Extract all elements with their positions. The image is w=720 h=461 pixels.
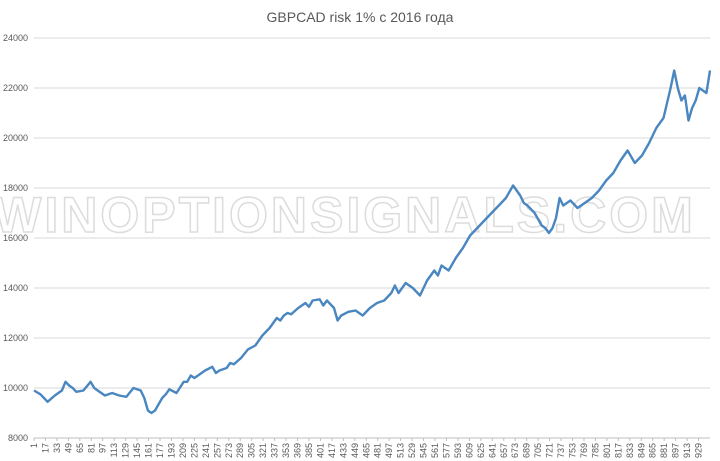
y-tick-label: 16000 — [3, 233, 28, 243]
x-tick-label: 641 — [487, 443, 497, 458]
x-tick-label: 17 — [40, 443, 50, 453]
x-tick-label: 209 — [178, 443, 188, 458]
chart-title: GBPCAD risk 1% с 2016 года — [267, 9, 454, 25]
series-line — [33, 69, 712, 415]
x-tick-label: 193 — [166, 443, 176, 458]
x-tick-label: 833 — [625, 443, 635, 458]
x-tick-label: 561 — [430, 443, 440, 458]
x-tick-label: 785 — [590, 443, 600, 458]
x-tick-label: 225 — [189, 443, 199, 458]
x-tick-label: 433 — [338, 443, 348, 458]
x-tick-label: 401 — [315, 443, 325, 458]
x-tick-label: 881 — [659, 443, 669, 458]
x-tick-label: 113 — [109, 443, 119, 457]
x-tick-label: 161 — [144, 443, 154, 458]
x-tick-label: 273 — [224, 443, 234, 458]
y-tick-label: 12000 — [3, 333, 28, 343]
x-tick-label: 689 — [522, 443, 532, 458]
x-tick-label: 177 — [155, 443, 165, 458]
x-tick-label: 145 — [132, 443, 142, 458]
x-tick-label: 97 — [98, 443, 108, 453]
x-tick-label: 657 — [499, 443, 509, 458]
x-tick-label: 449 — [350, 443, 360, 458]
x-tick-label: 305 — [247, 443, 257, 458]
x-tick-label: 865 — [648, 443, 658, 458]
y-tick-label: 14000 — [3, 283, 28, 293]
x-tick-label: 897 — [671, 443, 681, 458]
x-tick-label: 465 — [361, 443, 371, 458]
x-tick-label: 241 — [201, 443, 211, 458]
x-tick-label: 593 — [453, 443, 463, 458]
x-tick-label: 849 — [636, 443, 646, 458]
x-axis-ticks: 1 17 33 49 65 81 97 113 129 145 161 177 193 209 225 241… — [29, 438, 704, 458]
x-tick-label: 289 — [235, 443, 245, 458]
x-tick-label: 321 — [258, 443, 268, 458]
x-tick-label: 705 — [533, 443, 543, 458]
y-tick-label: 24000 — [3, 33, 28, 43]
x-tick-label: 801 — [602, 443, 612, 458]
watermark: WINOPTIONSIGNALS.COM — [0, 187, 696, 243]
y-tick-label: 20000 — [3, 133, 28, 143]
y-tick-label: 18000 — [3, 183, 28, 193]
x-tick-label: 817 — [613, 443, 623, 458]
x-tick-label: 1 — [29, 443, 39, 448]
x-tick-label: 33 — [52, 443, 62, 453]
x-tick-label: 49 — [63, 443, 73, 453]
y-tick-label: 22000 — [3, 83, 28, 93]
x-tick-label: 385 — [304, 443, 314, 458]
x-tick-label: 257 — [212, 443, 222, 458]
x-tick-label: 929 — [694, 443, 704, 458]
y-axis-ticks: 8000 10000 12000 14000 16000 18000 20000 22000 2… — [3, 33, 28, 443]
x-tick-label: 81 — [86, 443, 96, 453]
x-tick-label: 65 — [75, 443, 85, 453]
x-tick-label: 609 — [464, 443, 474, 458]
x-tick-label: 913 — [682, 443, 692, 458]
x-tick-label: 753 — [568, 443, 578, 458]
x-tick-label: 337 — [270, 443, 280, 458]
x-tick-label: 481 — [373, 443, 383, 458]
x-tick-label: 129 — [121, 443, 131, 458]
x-tick-label: 737 — [556, 443, 566, 458]
x-tick-label: 625 — [476, 443, 486, 458]
x-tick-label: 673 — [510, 443, 520, 458]
x-tick-label: 497 — [384, 443, 394, 458]
x-tick-label: 721 — [545, 443, 555, 458]
y-tick-label: 10000 — [3, 383, 28, 393]
x-tick-label: 353 — [281, 443, 291, 458]
x-tick-label: 529 — [407, 443, 417, 458]
x-tick-label: 369 — [293, 443, 303, 458]
x-tick-label: 417 — [327, 443, 337, 458]
x-tick-label: 513 — [396, 443, 406, 458]
y-tick-label: 8000 — [8, 433, 28, 443]
x-tick-label: 545 — [419, 443, 429, 458]
x-tick-label: 577 — [441, 443, 451, 458]
gridlines — [34, 37, 710, 389]
x-tick-label: 769 — [579, 443, 589, 458]
